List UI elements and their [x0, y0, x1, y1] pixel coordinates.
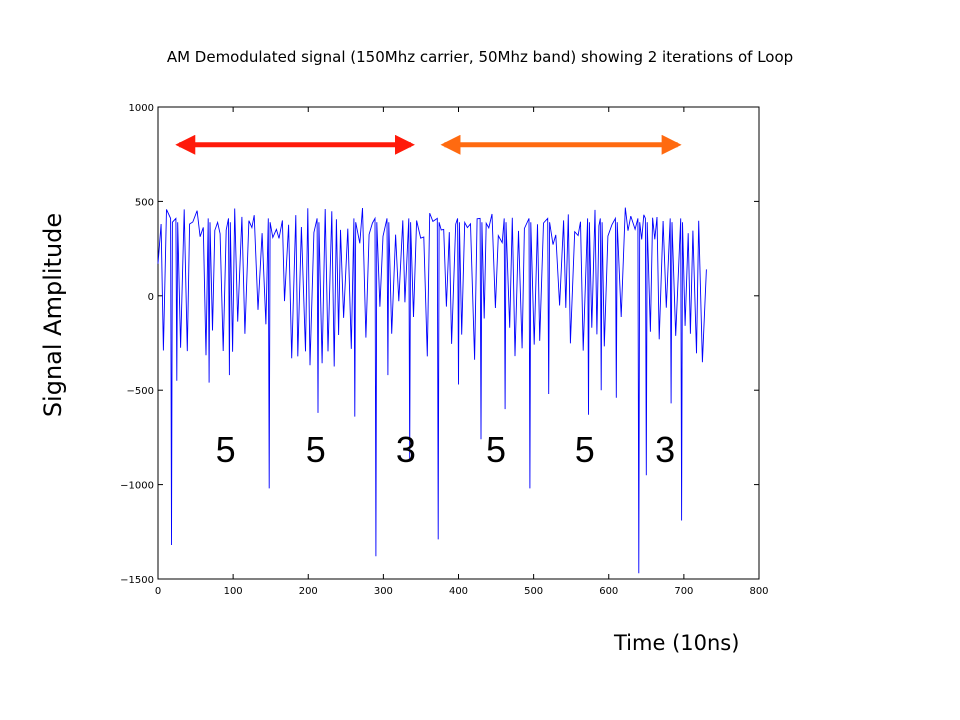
- x-tick-label: 500: [524, 586, 543, 597]
- x-tick-label: 400: [449, 586, 468, 597]
- x-tick-label: 100: [224, 586, 243, 597]
- y-tick-label: −500: [127, 386, 154, 397]
- axis-ticks: 0 100 200 300 400 500 600 700 800 1000 500 0 −500 −10…: [120, 103, 768, 597]
- y-tick-label: 1000: [129, 103, 154, 114]
- loop-digits: 5 5 3 5 5 3: [216, 429, 676, 470]
- loop-digit-label: 5: [486, 429, 506, 470]
- loop-digit-label: 5: [216, 429, 236, 470]
- y-tick-label: −1500: [120, 575, 154, 586]
- y-tick-label: 500: [135, 197, 154, 208]
- x-tick-label: 700: [674, 586, 693, 597]
- x-tick-label: 0: [155, 586, 161, 597]
- loop-digit-label: 3: [655, 429, 675, 470]
- chart-title: AM Demodulated signal (150Mhz carrier, 5…: [166, 48, 794, 66]
- x-tick-label: 200: [299, 586, 318, 597]
- x-tick-label: 300: [374, 586, 393, 597]
- x-tick-label: 600: [599, 586, 618, 597]
- signal-series: [157, 207, 707, 574]
- loop-digit-label: 5: [575, 429, 595, 470]
- y-tick-label: 0: [148, 292, 154, 303]
- loop-digit-label: 5: [306, 429, 326, 470]
- loop-digit-label: 3: [396, 429, 416, 470]
- x-tick-label: 800: [749, 586, 768, 597]
- signal-line: [157, 207, 707, 574]
- y-tick-label: −1000: [120, 481, 154, 492]
- x-axis-label: Time (10ns): [614, 631, 740, 655]
